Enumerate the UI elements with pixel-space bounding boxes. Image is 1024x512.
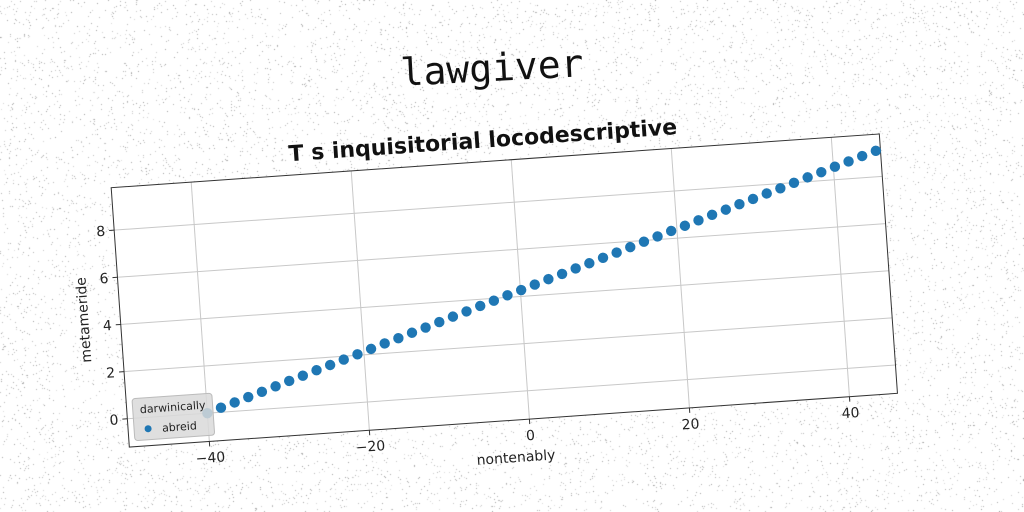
- data-point: [829, 161, 841, 172]
- data-point: [229, 397, 240, 408]
- x-gridline: [670, 148, 690, 408]
- data-point: [270, 381, 281, 392]
- y-gridline: [114, 175, 883, 231]
- data-point: [570, 263, 581, 274]
- y-tick-label: 0: [109, 412, 119, 429]
- data-point: [843, 156, 854, 167]
- data-point: [338, 354, 349, 365]
- legend-entry-label: abreid: [162, 419, 198, 434]
- x-tick-label: 20: [681, 416, 700, 433]
- y-tick-label: 4: [102, 318, 112, 335]
- x-gridline: [830, 137, 850, 397]
- plot-frame: [110, 133, 898, 448]
- x-tick-label: −20: [355, 438, 386, 456]
- data-point: [652, 231, 663, 242]
- data-point: [788, 177, 800, 189]
- legend-box: [131, 392, 215, 441]
- data-point: [720, 204, 732, 215]
- data-point: [638, 236, 650, 247]
- y-tick-label: 2: [106, 365, 116, 382]
- data-point: [870, 145, 882, 157]
- data-point: [475, 300, 486, 312]
- data-point: [734, 198, 745, 210]
- data-point: [420, 322, 431, 333]
- data-point: [679, 220, 691, 231]
- data-point: [693, 215, 704, 226]
- y-gridline: [124, 317, 893, 373]
- data-point: [802, 172, 813, 183]
- data-point: [747, 193, 759, 205]
- data-point: [284, 375, 295, 387]
- data-point: [406, 327, 418, 338]
- data-point: [556, 268, 568, 280]
- x-tick-label: 0: [526, 428, 536, 445]
- data-point: [461, 306, 472, 317]
- data-point: [775, 183, 786, 194]
- data-point: [365, 343, 377, 355]
- data-point: [611, 247, 622, 258]
- data-point: [761, 188, 772, 199]
- y-tick-label: 8: [96, 224, 106, 241]
- data-point: [379, 338, 390, 349]
- data-point: [324, 359, 336, 371]
- y-gridline: [117, 223, 886, 278]
- data-point: [706, 209, 718, 221]
- data-point: [256, 386, 268, 398]
- plot-area: [111, 133, 898, 448]
- data-point: [625, 241, 636, 253]
- data-point: [447, 311, 459, 322]
- data-point: [215, 402, 227, 413]
- data-point: [857, 150, 868, 162]
- y-gridline: [127, 364, 896, 420]
- data-point: [393, 333, 404, 344]
- data-point: [597, 252, 609, 263]
- x-tick-label: 40: [841, 405, 860, 422]
- data-point: [515, 284, 527, 296]
- x-gridline: [350, 170, 370, 431]
- data-point: [543, 273, 554, 285]
- data-point: [488, 295, 500, 306]
- data-point: [243, 391, 254, 403]
- y-tick-label: 6: [99, 271, 109, 288]
- data-point: [352, 349, 363, 360]
- legend-title: darwinically: [139, 399, 206, 417]
- data-point: [816, 166, 827, 178]
- y-axis-label: metameride: [73, 277, 95, 364]
- data-point: [297, 370, 309, 381]
- data-point: [311, 365, 322, 376]
- x-tick-label: −40: [195, 449, 226, 467]
- data-point: [665, 225, 677, 237]
- x-axis-label: nontenably: [476, 447, 556, 468]
- legend-marker: [144, 425, 152, 433]
- data-point: [434, 316, 445, 328]
- data-point: [584, 258, 595, 269]
- data-point: [529, 279, 540, 290]
- data-point: [502, 290, 513, 301]
